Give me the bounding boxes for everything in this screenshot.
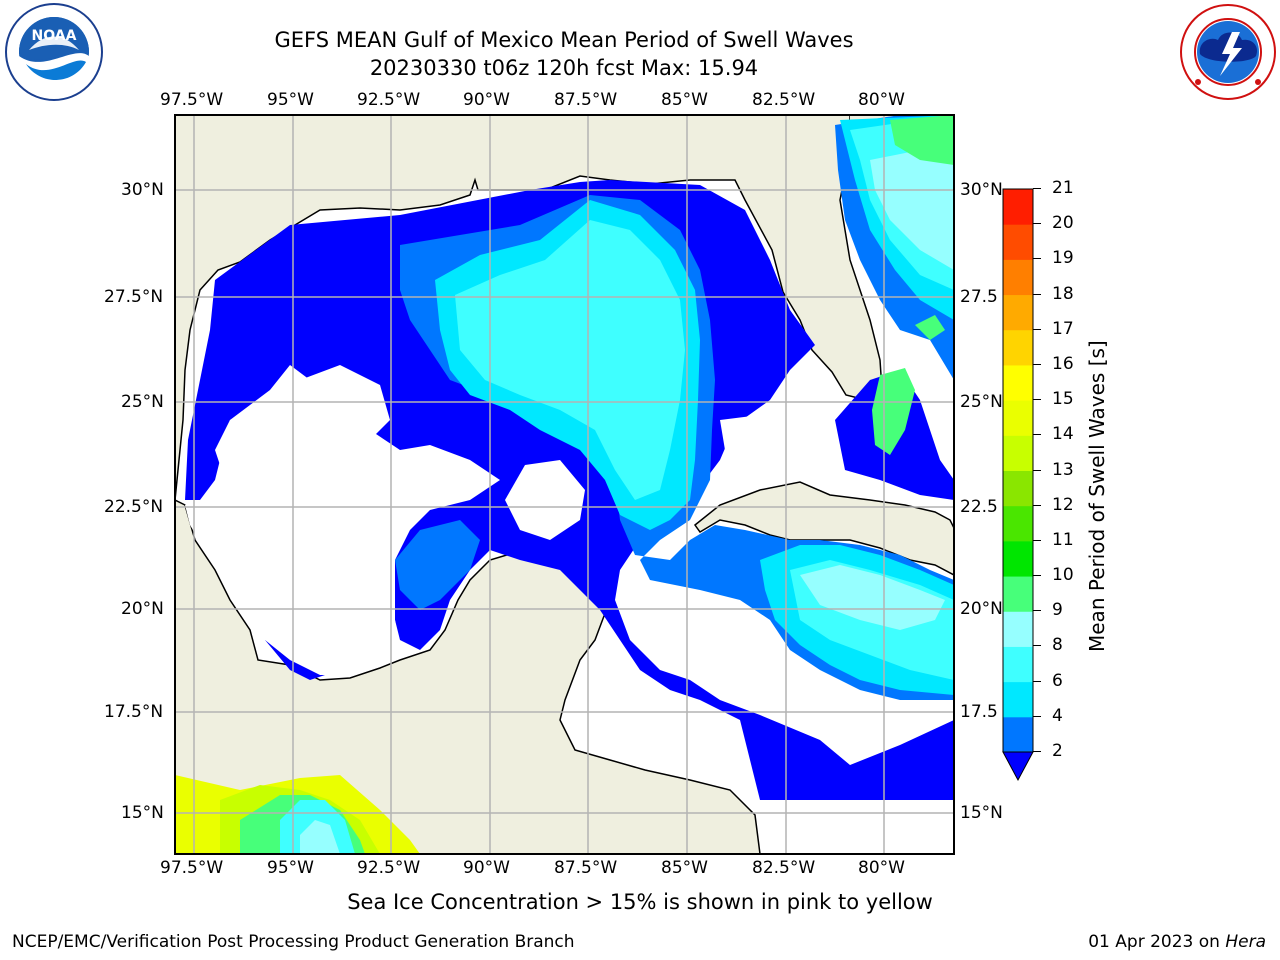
colorbar-tick-label: 11: [1052, 529, 1074, 550]
lat-label-right: 25°N: [960, 392, 1003, 412]
colorbar-tick-label: 10: [1052, 565, 1074, 586]
lon-label-bottom: 85°W: [661, 858, 708, 878]
lon-label-top: 80°W: [858, 90, 905, 110]
colorbar-segment: [1003, 611, 1033, 647]
colorbar-tick-mark: [1033, 293, 1041, 295]
sea-ice-note: Sea Ice Concentration > 15% is shown in …: [347, 890, 933, 914]
colorbar-tick-label: 6: [1052, 670, 1063, 691]
colorbar-segment: [1003, 224, 1033, 260]
colorbar-tick-label: 9: [1052, 600, 1063, 621]
colorbar-segment: [1003, 364, 1033, 401]
colorbar-tick-mark: [1033, 363, 1041, 365]
lon-label-top: 90°W: [463, 90, 510, 110]
colorbar-tick-label: 19: [1052, 248, 1074, 269]
colorbar-segment: [1003, 400, 1033, 436]
swell-period-shading: [175, 115, 954, 854]
lon-label-top: 95°W: [267, 90, 314, 110]
lon-label-top: 97.5°W: [160, 90, 224, 110]
lat-label-left: 20°N: [121, 599, 164, 619]
colorbar-frame: [1002, 188, 1034, 753]
lat-label-left: 27.5°N: [104, 287, 164, 307]
noaa-logo-text: NOAA: [32, 28, 77, 44]
lat-label-left: 25°N: [121, 392, 164, 412]
noaa-logo: NOAA: [5, 3, 103, 101]
map-gridlines: [175, 115, 954, 854]
footer-date-text: 01 Apr 2023 on: [1088, 932, 1226, 952]
colorbar-tick-mark: [1033, 539, 1041, 541]
colorbar-tick-mark: [1033, 504, 1041, 506]
lon-label-bottom: 95°W: [267, 858, 314, 878]
colorbar-segment: [1003, 470, 1033, 507]
colorbar-tick-label: 2: [1052, 741, 1063, 761]
colorbar-tick-mark: [1033, 575, 1041, 577]
footer-date: 01 Apr 2023 on Hera: [1088, 932, 1266, 952]
footer-host-name: Hera: [1225, 932, 1266, 952]
colorbar-title: Mean Period of Swell Waves [s]: [1085, 340, 1109, 652]
lon-label-top: 92.5°W: [357, 90, 421, 110]
colorbar-extend-arrow: [1002, 751, 1034, 782]
chart-subtitle: 20230330 t06z 120h fcst Max: 15.94: [369, 56, 759, 80]
lon-label-bottom: 92.5°W: [357, 858, 421, 878]
colorbar-tick-mark: [1033, 434, 1041, 436]
colorbar-segment: [1003, 540, 1033, 577]
lon-label-top: 87.5°W: [554, 90, 618, 110]
lat-label-right: 20°N: [960, 599, 1003, 619]
map-frame: [174, 114, 955, 855]
national-weather-service-logo: [1180, 4, 1276, 100]
colorbar-segment: [1003, 716, 1033, 753]
colorbar-segment: [1003, 294, 1033, 331]
colorbar-tick-label: 8: [1052, 635, 1063, 656]
colorbar-segment: [1003, 189, 1033, 225]
colorbar-segment: [1003, 505, 1033, 542]
colorbar-tick-label: 13: [1052, 459, 1074, 480]
colorbar-segment: [1003, 259, 1033, 296]
lon-label-bottom: 97.5°W: [160, 858, 224, 878]
lat-label-right: 27.5: [960, 287, 998, 307]
colorbar-tick-label: 12: [1052, 494, 1074, 515]
colorbar-tick-label: 20: [1052, 213, 1074, 234]
lon-label-bottom: 87.5°W: [554, 858, 618, 878]
lon-label-top: 85°W: [661, 90, 708, 110]
colorbar-segment: [1003, 646, 1033, 683]
lat-label-right: 15°N: [960, 803, 1003, 823]
colorbar-segment: [1003, 329, 1033, 366]
colorbar-tick-label: 15: [1052, 389, 1074, 410]
colorbar-tick-mark: [1033, 751, 1041, 752]
lon-label-top: 82.5°W: [752, 90, 816, 110]
lat-label-left: 30°N: [121, 180, 164, 200]
colorbar-tick-mark: [1033, 469, 1041, 471]
colorbar-tick-mark: [1033, 399, 1041, 401]
colorbar-tick-mark: [1033, 258, 1041, 260]
lat-label-left: 15°N: [121, 803, 164, 823]
footer-branch-text: NCEP/EMC/Verification Post Processing Pr…: [12, 932, 575, 952]
colorbar-segment: [1003, 681, 1033, 718]
lat-label-right: 30°N: [960, 180, 1003, 200]
lat-label-right: 17.5: [960, 702, 998, 722]
colorbar-tick-mark: [1033, 645, 1041, 647]
colorbar: [1002, 188, 1034, 782]
colorbar-tick-mark: [1033, 715, 1041, 717]
colorbar-tick-mark: [1033, 223, 1041, 225]
colorbar-tick-mark: [1033, 610, 1041, 612]
colorbar-tick-mark: [1033, 188, 1041, 189]
lat-label-right: 22.5: [960, 497, 998, 517]
chart-title: GEFS MEAN Gulf of Mexico Mean Period of …: [274, 28, 854, 52]
colorbar-segment: [1003, 435, 1033, 471]
colorbar-tick-mark: [1033, 680, 1041, 682]
colorbar-tick-label: 17: [1052, 318, 1074, 339]
colorbar-segment: [1003, 576, 1033, 612]
colorbar-tick-label: 18: [1052, 283, 1074, 304]
lon-label-bottom: 80°W: [858, 858, 905, 878]
lat-label-left: 17.5°N: [104, 702, 164, 722]
colorbar-tick-label: 14: [1052, 424, 1074, 445]
colorbar-tick-label: 21: [1052, 178, 1074, 198]
lon-label-bottom: 90°W: [463, 858, 510, 878]
colorbar-tick-label: 16: [1052, 353, 1074, 374]
lon-label-bottom: 82.5°W: [752, 858, 816, 878]
land-cuba: [693, 481, 954, 576]
colorbar-tick-label: 4: [1052, 705, 1063, 726]
lat-label-left: 22.5°N: [104, 497, 164, 517]
colorbar-tick-mark: [1033, 328, 1041, 330]
